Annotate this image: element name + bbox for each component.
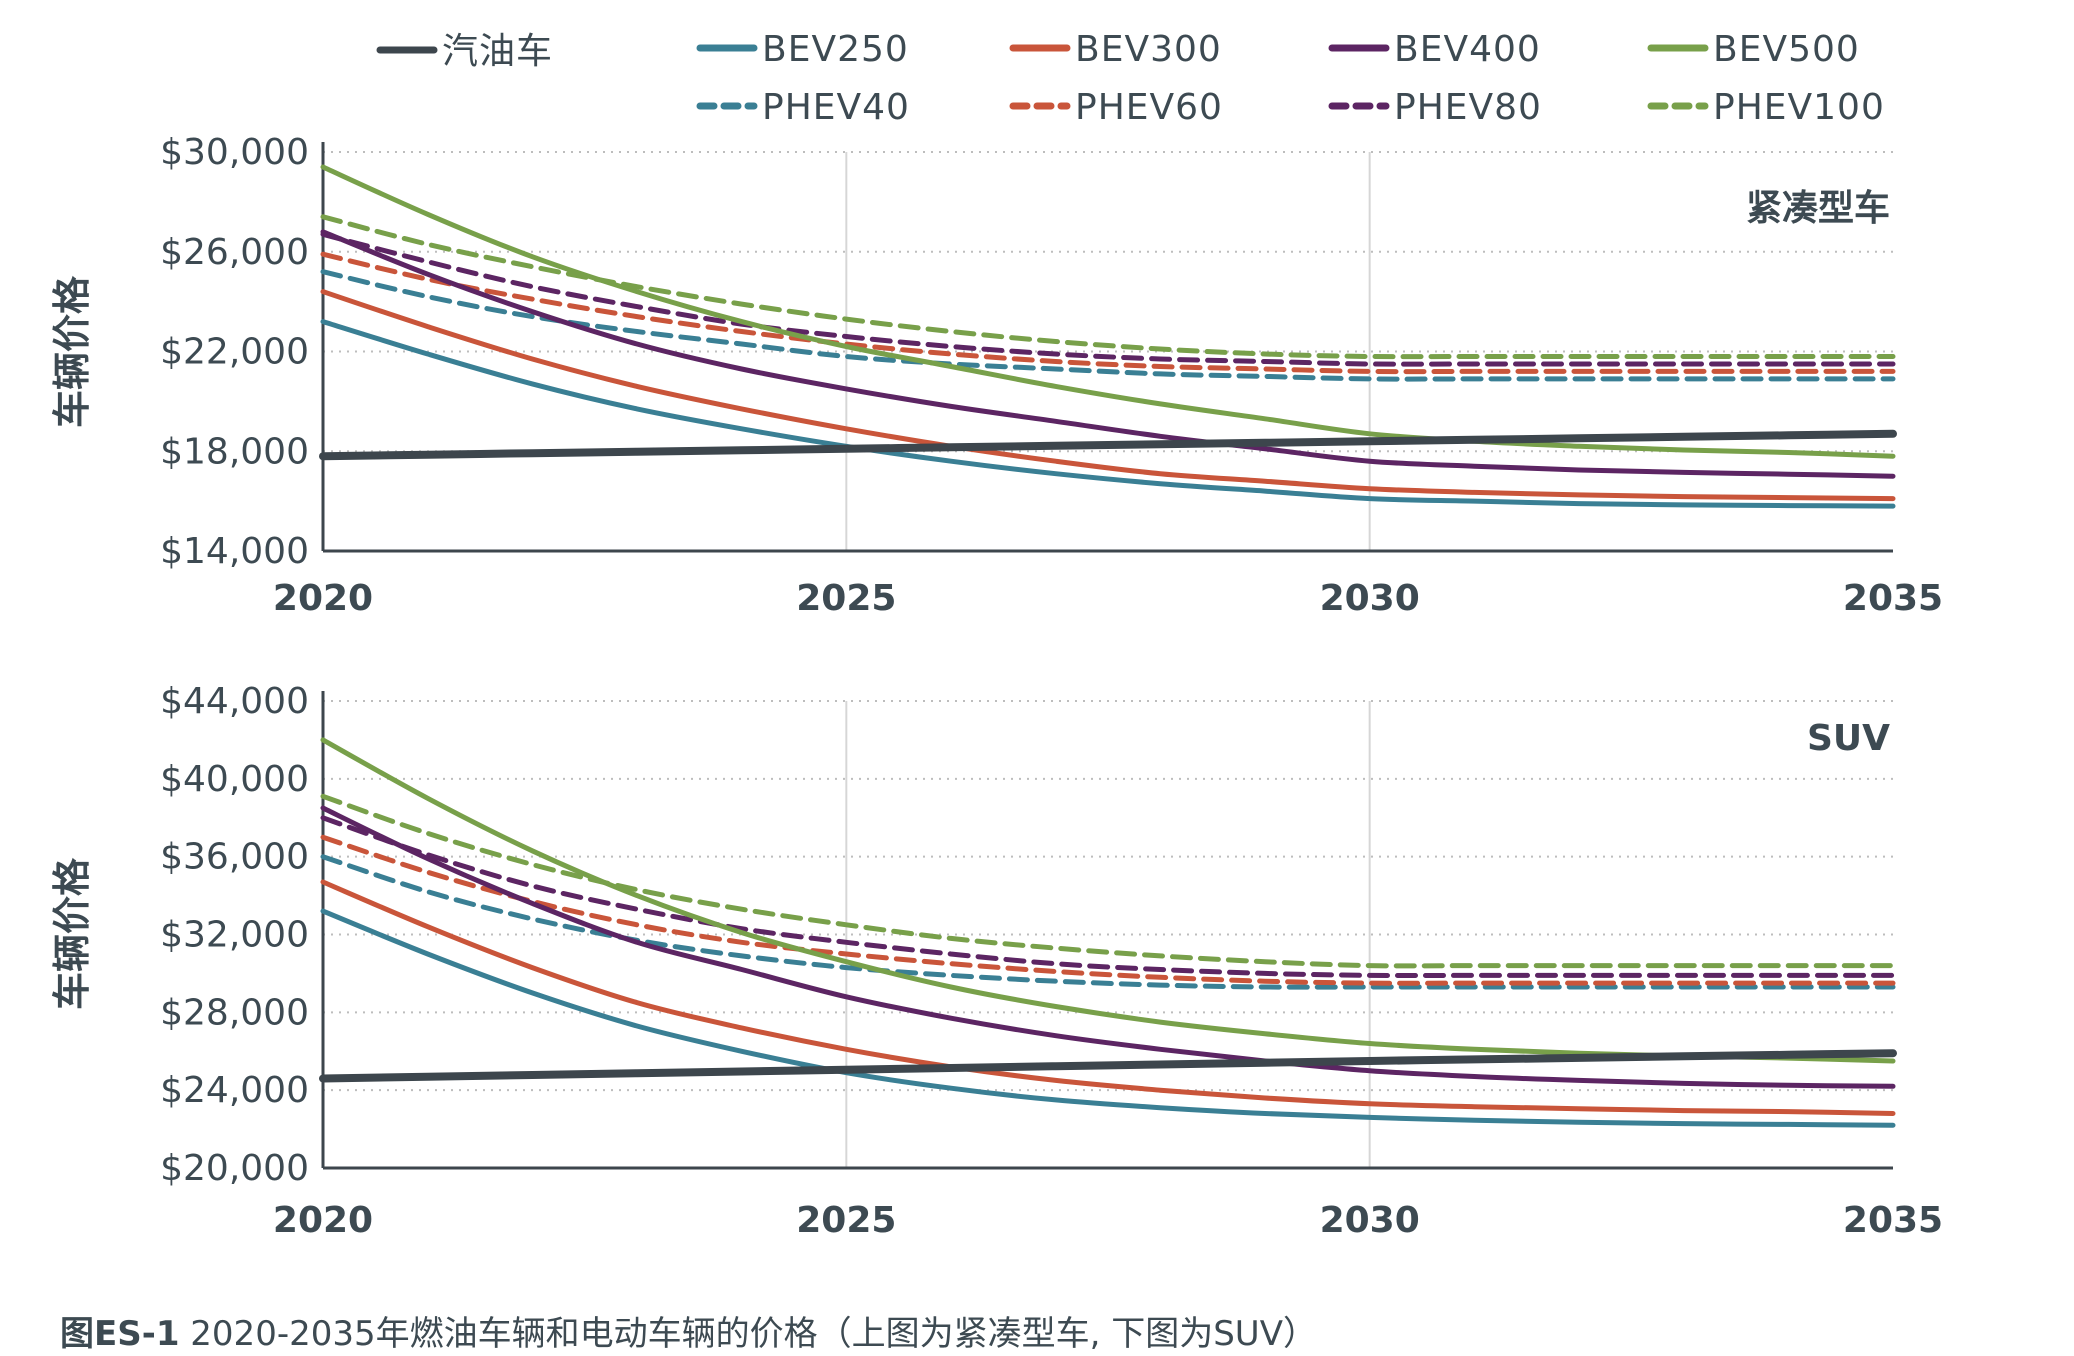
x-tick-label: 2025: [796, 578, 896, 619]
series-line-phev100: [320, 793, 1896, 969]
series-line-gasoline: [319, 429, 1897, 461]
y-tick-label: $22,000: [160, 332, 309, 373]
panel-label: 紧凑型车: [1746, 188, 1890, 229]
legend-label-phev60: PHEV60: [1075, 87, 1223, 128]
series-line-phev60: [320, 251, 1896, 375]
legend-label-bev500: BEV500: [1713, 29, 1860, 70]
series-line-phev60: [320, 834, 1896, 986]
legend-label-bev300: BEV300: [1075, 29, 1222, 70]
y-tick-label: $36,000: [160, 837, 309, 878]
caption-text: 2020-2035年燃油车辆和电动车辆的价格（上图为紧凑型车, 下图为SUV）: [179, 1314, 1317, 1354]
series-line-bev400: [320, 229, 1896, 479]
x-tick-label: 2020: [273, 578, 373, 619]
figure-caption: 图ES-1 2020-2035年燃油车辆和电动车辆的价格（上图为紧凑型车, 下图…: [60, 1306, 1317, 1355]
x-tick-label: 2020: [273, 1200, 373, 1241]
y-tick-label: $30,000: [160, 132, 309, 173]
series-line-phev100: [320, 214, 1896, 360]
series-line-bev250: [320, 319, 1896, 509]
y-axis-label: 车辆价格: [50, 275, 94, 428]
series-line-bev500: [320, 737, 1896, 1064]
series-line-bev250: [320, 908, 1896, 1128]
x-tick-label: 2035: [1843, 1200, 1943, 1241]
x-tick-label: 2035: [1843, 578, 1943, 619]
y-tick-label: $28,000: [160, 992, 309, 1033]
series-line-phev40: [320, 269, 1896, 382]
series-line-bev300: [320, 879, 1896, 1116]
compact-car-panel: $14,000 $18,000 $22,000 $26,000 $30,000 2020 2…: [50, 132, 1943, 619]
legend-label-gasoline: 汽油车: [442, 31, 553, 72]
legend-label-phev40: PHEV40: [762, 87, 910, 128]
legend: 汽油车 BEV250 BEV300 BEV400 BEV500 PHEV40 PHEV60 P…: [376, 29, 1885, 128]
series-line-bev300: [320, 289, 1896, 502]
y-tick-label: $26,000: [160, 232, 309, 273]
series-line-bev400: [320, 805, 1896, 1089]
x-tick-label: 2030: [1320, 578, 1420, 619]
y-tick-label: $32,000: [160, 915, 309, 956]
suv-panel: $20,000 $24,000 $28,000 $32,000 $36,000 $40,0…: [50, 681, 1943, 1241]
y-tick-label: $18,000: [160, 431, 309, 472]
legend-label-bev400: BEV400: [1394, 29, 1541, 70]
series-line-bev500: [320, 164, 1896, 459]
x-tick-label: 2025: [796, 1200, 896, 1241]
y-tick-label: $44,000: [160, 681, 309, 722]
panel-label: SUV: [1807, 718, 1890, 759]
legend-label-phev100: PHEV100: [1713, 87, 1885, 128]
y-tick-label: $40,000: [160, 759, 309, 800]
series-line-phev80: [320, 231, 1896, 367]
y-tick-label: $14,000: [160, 531, 309, 572]
y-axis-label: 车辆价格: [50, 857, 94, 1010]
legend-label-bev250: BEV250: [762, 29, 909, 70]
x-tick-label: 2030: [1320, 1200, 1420, 1241]
legend-label-phev80: PHEV80: [1394, 87, 1542, 128]
series-line-gasoline: [319, 1049, 1897, 1083]
series-line-phev40: [320, 854, 1896, 990]
y-tick-label: $24,000: [160, 1070, 309, 1111]
y-tick-label: $20,000: [160, 1148, 309, 1189]
caption-prefix: 图ES-1: [60, 1314, 180, 1354]
series-line-phev80: [320, 815, 1896, 979]
